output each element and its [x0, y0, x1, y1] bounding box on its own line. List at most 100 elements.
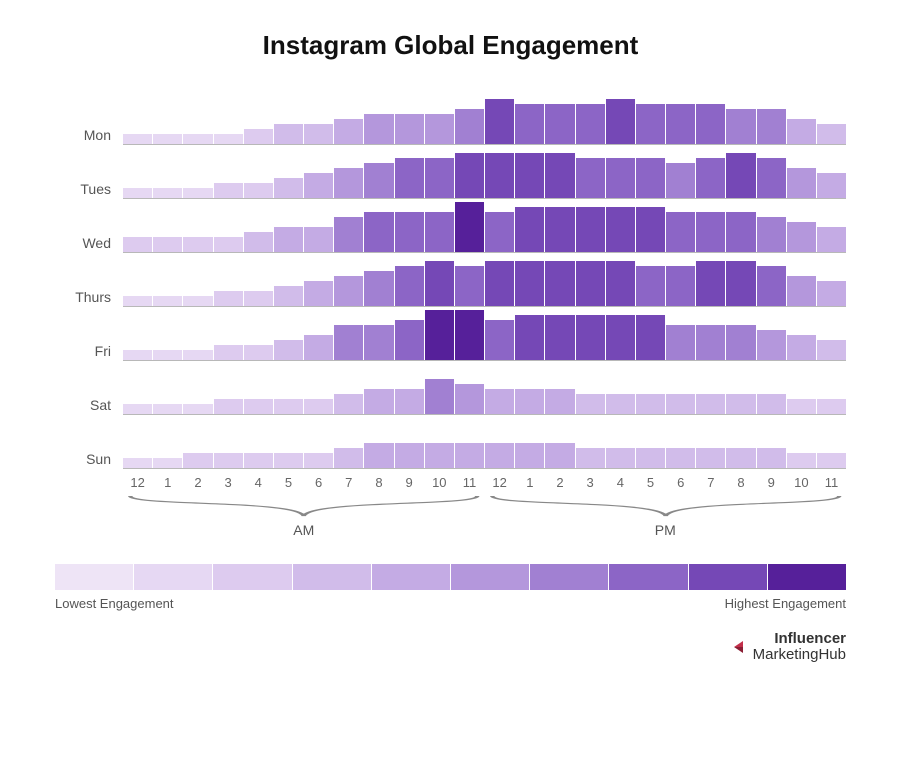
day-row — [123, 361, 846, 415]
hour-bar — [485, 320, 514, 360]
hour-bar — [515, 104, 544, 144]
brand-line2: MarketingHub — [753, 646, 846, 663]
day-row — [123, 91, 846, 145]
hour-bar — [636, 394, 665, 414]
hour-bar — [455, 266, 484, 306]
hour-label: 7 — [696, 475, 725, 490]
hour-bar — [214, 183, 243, 198]
hour-bar — [485, 99, 514, 144]
hour-bar — [183, 350, 212, 360]
hour-label: 8 — [726, 475, 755, 490]
hour-bar — [757, 109, 786, 144]
hour-bar — [304, 281, 333, 306]
hour-bar — [153, 237, 182, 252]
hour-bar — [274, 178, 303, 198]
hour-bar — [244, 183, 273, 198]
hour-bar — [757, 266, 786, 306]
hour-bar — [576, 207, 605, 252]
hour-bar — [274, 453, 303, 468]
hour-bar — [364, 114, 393, 144]
hour-bar — [214, 237, 243, 252]
day-row — [123, 145, 846, 199]
hour-bar — [304, 173, 333, 198]
hour-bar — [304, 124, 333, 144]
hour-bar — [696, 261, 725, 306]
hour-label: 1 — [153, 475, 182, 490]
hour-bar — [666, 448, 695, 468]
hour-bar — [304, 453, 333, 468]
hour-bar — [576, 315, 605, 360]
hour-bar — [576, 104, 605, 144]
hour-bar — [817, 281, 846, 306]
hour-bar — [666, 325, 695, 360]
hour-bar — [817, 124, 846, 144]
hour-label: 9 — [395, 475, 424, 490]
legend-gradient — [55, 564, 846, 590]
hour-bar — [123, 458, 152, 468]
day-label: Tues — [55, 181, 115, 199]
hour-label: 1 — [515, 475, 544, 490]
hour-bar — [636, 158, 665, 198]
hour-bar — [214, 291, 243, 306]
hour-bar — [696, 104, 725, 144]
hour-label: 6 — [304, 475, 333, 490]
hour-bar — [696, 158, 725, 198]
hour-bar — [183, 188, 212, 198]
hour-label: 3 — [576, 475, 605, 490]
hour-bar — [576, 158, 605, 198]
hour-bar — [515, 315, 544, 360]
hour-bar — [214, 345, 243, 360]
hour-label: 2 — [183, 475, 212, 490]
hour-bar — [726, 153, 755, 198]
hour-bar — [123, 296, 152, 306]
hour-bar — [334, 448, 363, 468]
hour-bar — [334, 394, 363, 414]
hour-label: 12 — [123, 475, 152, 490]
hour-bar — [183, 134, 212, 144]
hour-bar — [606, 99, 635, 144]
hour-bar — [395, 212, 424, 252]
hour-bar — [395, 158, 424, 198]
hour-bar — [395, 114, 424, 144]
hour-bar — [817, 340, 846, 360]
hour-bar — [274, 124, 303, 144]
day-row — [123, 307, 846, 361]
hour-bar — [787, 168, 816, 198]
hour-bar — [485, 389, 514, 414]
hour-label: 6 — [666, 475, 695, 490]
hour-bar — [787, 335, 816, 360]
hour-bar — [817, 227, 846, 252]
hour-bar — [545, 207, 574, 252]
hour-bar — [364, 389, 393, 414]
hour-bar — [576, 394, 605, 414]
hour-bar — [214, 453, 243, 468]
hour-bar — [636, 315, 665, 360]
hour-bar — [545, 104, 574, 144]
hour-bar — [455, 443, 484, 468]
hour-bar — [274, 286, 303, 306]
hour-bar — [274, 340, 303, 360]
day-label: Thurs — [55, 289, 115, 307]
hour-bar — [455, 384, 484, 414]
day-label: Fri — [55, 343, 115, 361]
hour-bar — [455, 202, 484, 252]
hour-bar — [153, 404, 182, 414]
hour-bar — [395, 389, 424, 414]
hour-label: 8 — [364, 475, 393, 490]
hour-bar — [183, 237, 212, 252]
hour-bar — [364, 212, 393, 252]
hour-axis: 121234567891011121234567891011 — [123, 475, 846, 490]
hour-bar — [787, 453, 816, 468]
hour-bar — [606, 261, 635, 306]
hour-bar — [757, 394, 786, 414]
hour-bar — [485, 212, 514, 252]
hour-label: 5 — [274, 475, 303, 490]
hour-label: 5 — [636, 475, 665, 490]
hour-bar — [696, 325, 725, 360]
hour-bar — [274, 227, 303, 252]
hour-bar — [244, 232, 273, 252]
hour-bar — [395, 443, 424, 468]
hour-bar — [123, 350, 152, 360]
hour-label: 12 — [485, 475, 514, 490]
hour-bar — [153, 134, 182, 144]
